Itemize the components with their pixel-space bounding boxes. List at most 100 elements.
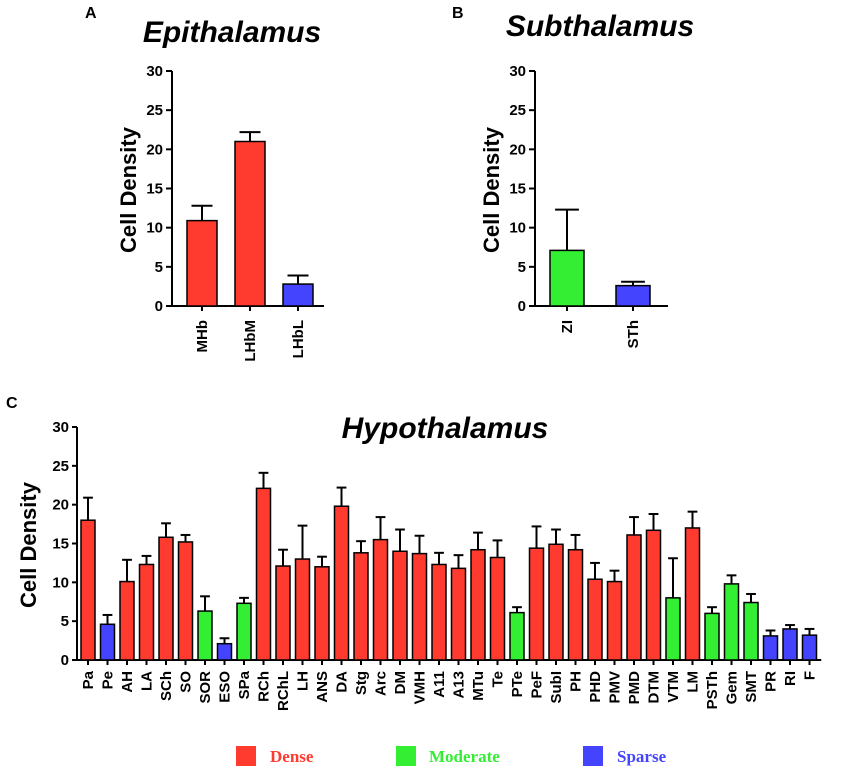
x-tick-label-pmd: PMD [626, 671, 643, 705]
x-tick-label-sor: SOR [197, 671, 214, 704]
x-tick-label-a13: A13 [451, 671, 468, 699]
y-tick-label: 30 [509, 63, 526, 80]
bar-eso [216, 642, 233, 661]
x-tick-label-eso: ESO [217, 671, 234, 703]
panel-subthalamus: B Subthalamus Cell Density 0 5 10 15 20 25 30 Z… [452, 5, 694, 348]
y-axis-label-hypothalamus: Cell Density [16, 481, 41, 608]
bar-zi [549, 249, 585, 307]
bar-vmh [411, 552, 428, 661]
x-tick-label-pef: PeF [529, 671, 546, 699]
x-tick-label-lhbl: LHbL [290, 320, 307, 358]
bar-mtu [470, 548, 486, 661]
bar-smt [743, 601, 759, 661]
y-tick-label: 5 [155, 259, 163, 276]
bar-da [333, 505, 350, 661]
y-tick-label: 0 [155, 298, 163, 315]
x-tick-label-lh: LH [295, 671, 312, 691]
bar-lm [684, 527, 701, 661]
bar-pef [528, 547, 545, 661]
bar-f [801, 634, 818, 661]
y-tick-label: 30 [146, 63, 163, 80]
y-axis-label-subthalamus: Cell Density [479, 126, 504, 253]
x-tick-label-dtm: DTM [646, 671, 663, 704]
x-tick-label-mhb: MHb [194, 320, 211, 353]
y-tick-label: 30 [52, 419, 69, 436]
y-tick-label: 20 [52, 497, 69, 514]
x-tick-label-vtm: VTM [665, 671, 682, 703]
y-tick-label: 10 [146, 220, 163, 237]
bar-arc [372, 538, 389, 661]
bar-a13 [450, 567, 467, 661]
y-tick-label: 0 [61, 652, 69, 669]
legend-swatch-dense [236, 746, 256, 766]
y-tick-label: 5 [518, 259, 526, 276]
x-tick-label-ah: AH [119, 671, 136, 693]
y-tick-label: 25 [146, 102, 163, 119]
y-tick-label: 10 [52, 574, 69, 591]
bar-a11 [431, 563, 447, 661]
x-tick-label-sch: SCh [158, 671, 175, 701]
bar-sch [158, 536, 174, 661]
bar-sor [197, 610, 213, 661]
bar-vtm [665, 597, 681, 661]
y-tick-label: 5 [61, 613, 69, 630]
panel-letter-b: B [452, 5, 464, 22]
x-tick-label-lhbm: LHbM [242, 320, 259, 362]
y-tick-label: 15 [509, 181, 526, 198]
bar-lhbl [282, 283, 314, 307]
x-tick-label-rchl: RChL [275, 671, 292, 711]
bar-lhbm [234, 140, 266, 307]
x-tick-label-dm: DM [392, 671, 409, 694]
bar-stg [353, 552, 369, 661]
chart-title-subthalamus: Subthalamus [506, 10, 694, 43]
bar-la [138, 563, 155, 661]
bar-ph [567, 548, 584, 661]
x-tick-label-rch: RCh [256, 671, 273, 702]
bar-ans [314, 566, 330, 661]
y-tick-label: 20 [509, 141, 526, 158]
x-tick-label-pr: PR [763, 671, 780, 692]
legend-swatch-moderate [396, 746, 416, 766]
bar-pmv [606, 580, 623, 661]
bar-psth [704, 612, 720, 661]
bar-ri [782, 628, 798, 661]
bar-te [489, 556, 506, 661]
bar-pte [509, 611, 525, 661]
legend-swatch-sparse [583, 746, 603, 766]
legend-label-dense: Dense [270, 747, 314, 766]
panel-letter-c: C [6, 395, 18, 412]
bar-lh [294, 558, 311, 661]
bar-ah [119, 580, 135, 661]
panel-letter-a: A [85, 5, 97, 22]
x-tick-label-smt: SMT [743, 671, 760, 703]
bar-rchl [275, 565, 291, 661]
bar-pe [99, 623, 116, 661]
bar-pa [80, 519, 96, 661]
bar-pmd [626, 534, 642, 661]
x-tick-label-pe: Pe [100, 671, 117, 689]
bar-dtm [645, 529, 662, 661]
legend-label-sparse: Sparse [617, 747, 667, 766]
x-tick-label-stg: Stg [353, 671, 370, 695]
bar-rch [255, 487, 272, 661]
legend: Dense Moderate Sparse [236, 746, 667, 766]
x-tick-label-pa: Pa [80, 670, 97, 689]
bar-spa [236, 602, 252, 661]
x-tick-label-ans: ANS [314, 671, 331, 703]
x-tick-label-phd: PHD [587, 671, 604, 703]
x-tick-label-da: DA [334, 671, 351, 693]
y-tick-label: 20 [146, 141, 163, 158]
x-tick-label-f: F [802, 671, 819, 680]
x-tick-label-a11: A11 [431, 671, 448, 698]
bar-mhb [186, 219, 218, 307]
x-tick-label-te: Te [490, 671, 507, 687]
chart-title-epithalamus: Epithalamus [143, 16, 321, 49]
x-tick-label-psth: PSTh [704, 671, 721, 709]
x-tick-label-lm: LM [685, 671, 702, 693]
x-tick-label-ph: PH [568, 671, 585, 692]
x-tick-label-subi: SubI [548, 671, 565, 704]
y-tick-label: 15 [146, 181, 163, 198]
x-tick-label-so: SO [178, 671, 195, 693]
y-tick-label: 15 [52, 536, 69, 553]
